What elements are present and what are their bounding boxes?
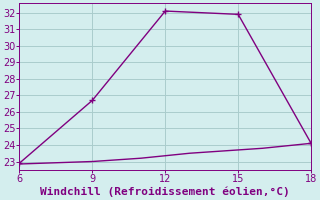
- X-axis label: Windchill (Refroidissement éolien,°C): Windchill (Refroidissement éolien,°C): [40, 187, 290, 197]
